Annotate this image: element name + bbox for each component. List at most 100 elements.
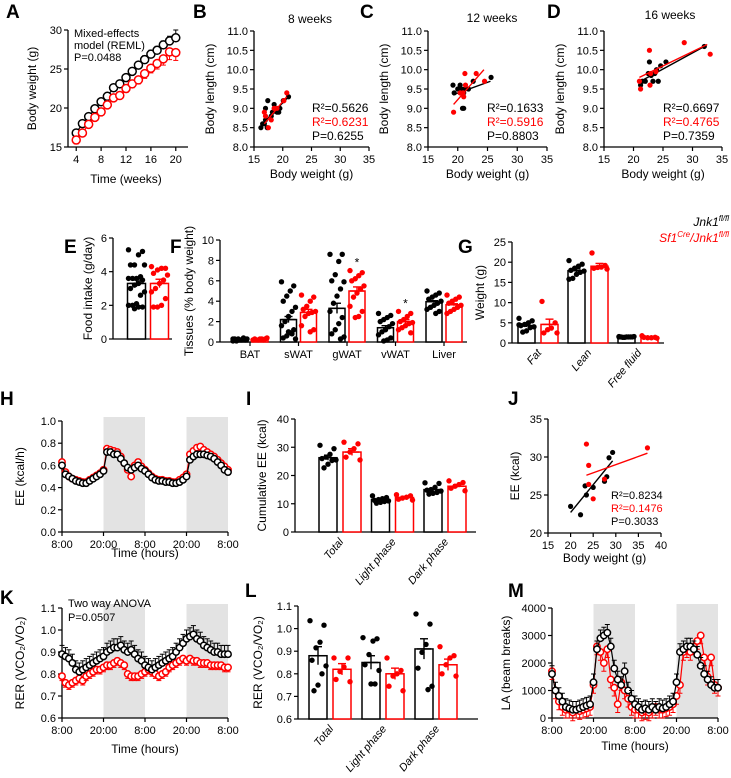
data-point [541, 330, 547, 336]
bar-group-mutant [341, 439, 363, 533]
y-axis-label: RER (VCO₂/VO₂) [251, 616, 265, 709]
y-tick-label: 0.6 [277, 714, 292, 726]
data-point [329, 457, 335, 464]
data-point [315, 682, 321, 688]
data-point [350, 294, 357, 300]
bar-group-mutant [444, 292, 464, 343]
data-point [520, 329, 526, 335]
dark-phase-band [103, 417, 145, 532]
data-point [339, 314, 345, 321]
x-axis-label: Body weight (g) [270, 167, 353, 181]
data-point [620, 667, 629, 676]
series-control [548, 624, 722, 714]
data-point [336, 320, 342, 327]
panel-a: A 15 20 25 30 4 8 12 16 20 Body weight (g) Time (we… [6, 2, 188, 186]
x-tick-label: 20:00 [90, 539, 118, 551]
y-tick-label: 9.0 [407, 103, 422, 115]
x-axis-label: Time (hours) [111, 742, 179, 756]
data-point [377, 318, 383, 325]
regression-line [639, 43, 708, 79]
x-tick-label: 20:00 [90, 725, 118, 737]
data-point [593, 645, 601, 654]
data-point [224, 663, 232, 672]
category-label: sWAT [284, 349, 313, 361]
bar [385, 673, 405, 720]
stat-annotation: Two way ANOVA [68, 598, 152, 610]
y-tick-label: 0 [283, 527, 289, 539]
data-point [152, 285, 159, 292]
data-point [714, 683, 722, 692]
data-point [481, 78, 488, 84]
stat-annotation: P=0.0507 [68, 612, 115, 624]
data-point [71, 135, 81, 145]
y-axis-label: Weight (g) [473, 265, 487, 320]
series-control [568, 449, 616, 518]
y-tick-label: 1.1 [41, 603, 56, 615]
data-point [302, 313, 308, 320]
bar-group-control [278, 279, 299, 343]
data-point [368, 681, 374, 687]
data-point [332, 271, 338, 278]
data-point [616, 334, 622, 340]
y-tick-label: 11.0 [577, 26, 598, 38]
stat-annotation: R²=0.6231 [312, 115, 369, 129]
category-label: gWAT [332, 349, 362, 361]
data-point [603, 628, 612, 637]
y-tick-label: 2 [208, 317, 214, 329]
legend-control-sup: fl/fl [719, 214, 729, 223]
data-point [361, 283, 367, 289]
panel-letter: H [0, 389, 14, 410]
data-point [284, 293, 290, 299]
data-point [589, 250, 595, 256]
data-point [298, 292, 305, 298]
bar-group-mutant: * [347, 256, 367, 343]
data-point [359, 269, 365, 276]
x-tick-label: 40 [655, 540, 667, 552]
x-tick-label: 20:00 [173, 539, 201, 551]
data-point [58, 672, 66, 681]
x-tick-label: 35 [716, 154, 728, 166]
data-point [372, 681, 378, 687]
y-tick-label: 10 [494, 298, 506, 310]
data-point [133, 75, 144, 85]
y-tick-label: 35 [530, 414, 542, 426]
data-point [379, 329, 385, 335]
data-point [135, 252, 142, 258]
panel-letter: D [547, 2, 561, 23]
data-point [637, 86, 644, 92]
data-point [152, 58, 162, 69]
data-point [131, 262, 138, 268]
legend-mutant-mid: /Jnk1 [689, 231, 719, 245]
data-point [554, 330, 560, 336]
y-tick-label: 0 [208, 337, 214, 349]
y-tick-label: 5 [500, 318, 506, 330]
x-tick-label: 30 [334, 154, 346, 166]
x-tick-label: 12 [120, 154, 132, 166]
data-point [386, 683, 392, 689]
y-tick-label: 6 [101, 233, 107, 245]
data-point [604, 266, 610, 272]
data-point [278, 279, 285, 285]
data-point [77, 128, 88, 138]
data-point [171, 47, 181, 58]
data-point [613, 700, 622, 709]
data-point [408, 330, 414, 336]
x-tick-label: 15 [598, 154, 610, 166]
data-point [271, 101, 277, 108]
data-point [433, 310, 439, 317]
data-point [265, 125, 271, 131]
stat-annotation: Mixed-effects [74, 28, 140, 40]
data-point [488, 74, 494, 80]
data-point [224, 468, 232, 477]
data-point [462, 82, 469, 88]
data-point [287, 288, 293, 294]
data-point [566, 276, 572, 282]
data-point [171, 33, 181, 43]
bar [567, 269, 586, 344]
data-point [152, 45, 162, 56]
bar-group-mutant [589, 250, 610, 344]
bar-group-mutant [393, 492, 416, 533]
data-point [224, 650, 232, 659]
data-point [280, 298, 286, 304]
data-point [127, 66, 137, 77]
